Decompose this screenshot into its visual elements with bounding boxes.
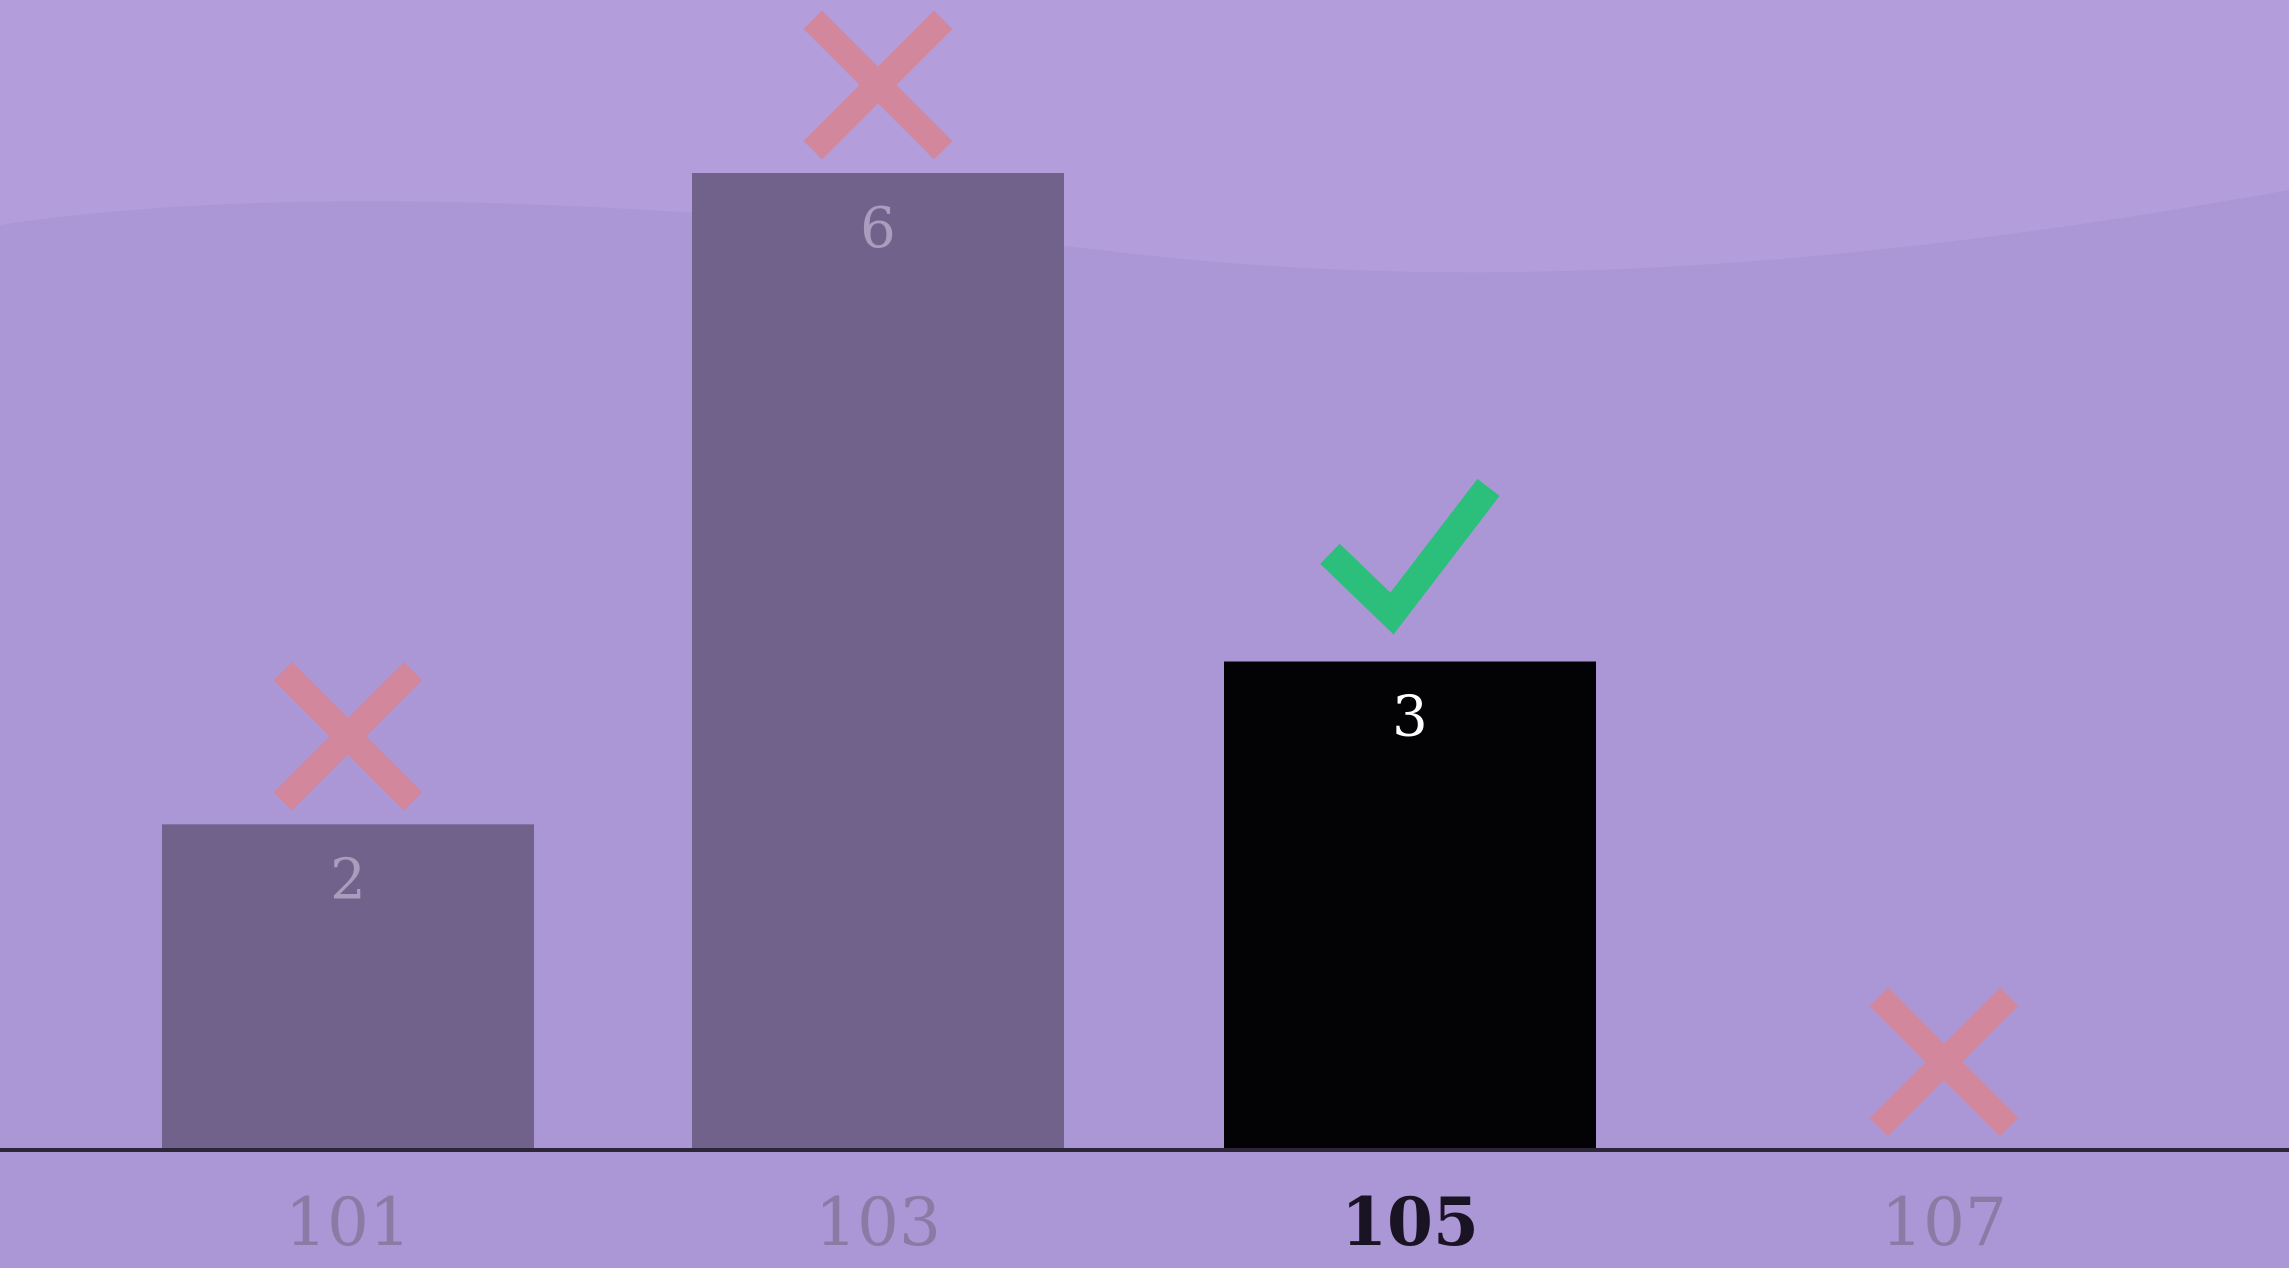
bars-layer [162, 173, 1596, 1150]
bar-value-label: 6 [860, 196, 896, 261]
marks-layer [273, 10, 2019, 1137]
labels-layer: 2 101 6 103 3 105 107 [285, 196, 2007, 1261]
x-tick-label: 107 [1881, 1184, 2007, 1261]
cross-icon [803, 10, 953, 160]
cross-icon [273, 661, 423, 811]
bar-value-label: 3 [1392, 685, 1428, 750]
bar-105 [1224, 661, 1596, 1150]
bar-value-label: 2 [330, 847, 366, 912]
cross-icon [1869, 987, 2019, 1137]
bar-101 [162, 824, 534, 1150]
x-tick-label: 103 [815, 1184, 941, 1261]
check-icon [1320, 478, 1500, 635]
background-band [0, 0, 2289, 273]
bar-103 [692, 173, 1064, 1150]
x-tick-label: 105 [1341, 1183, 1479, 1261]
x-tick-label: 101 [285, 1184, 411, 1261]
